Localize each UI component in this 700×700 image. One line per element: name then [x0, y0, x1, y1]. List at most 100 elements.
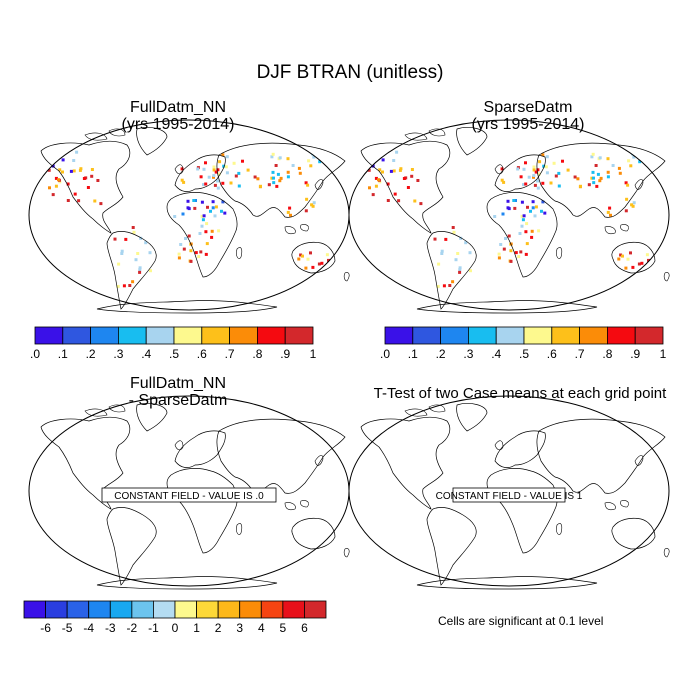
grid-cell	[221, 200, 225, 204]
map-panel-sparsedatm	[348, 119, 670, 314]
grid-cell	[197, 255, 201, 259]
grid-cell	[186, 206, 190, 210]
grid-cell	[286, 157, 290, 161]
colorbar-tick-label: .0	[380, 347, 390, 361]
grid-cell	[131, 280, 135, 284]
colorbar-swatch	[173, 326, 203, 345]
grid-cell	[399, 167, 403, 171]
grid-cell	[47, 168, 51, 172]
grid-cell	[93, 199, 97, 203]
grid-cell	[493, 215, 497, 218]
grid-cell	[297, 166, 301, 170]
grid-cell	[532, 165, 536, 169]
grid-cell	[138, 266, 142, 270]
grid-cell	[631, 265, 635, 269]
grid-cell	[246, 168, 250, 172]
grid-cell	[212, 175, 215, 179]
colorbar-tick-label: .8	[252, 347, 262, 361]
grid-cell	[205, 222, 209, 226]
colorbar-swatch	[440, 326, 469, 345]
grid-cell	[320, 261, 324, 265]
grid-cell	[222, 164, 226, 168]
grid-cell	[606, 210, 610, 214]
grid-cell	[512, 199, 516, 202]
grid-cell	[590, 176, 594, 180]
grid-cell	[437, 262, 441, 266]
grid-cell	[86, 186, 90, 189]
grid-cell	[177, 252, 181, 256]
grid-cell	[134, 258, 138, 262]
grid-cell	[209, 209, 212, 213]
globe-outline	[348, 119, 670, 311]
grid-cell	[436, 284, 440, 288]
grid-cell	[514, 251, 518, 255]
grid-cell	[364, 153, 368, 157]
grid-cell	[216, 186, 220, 190]
grid-cell	[200, 224, 204, 228]
grid-cell	[177, 256, 181, 260]
grid-cell	[202, 167, 206, 171]
grid-cell	[531, 206, 535, 210]
grid-cell	[397, 199, 401, 203]
grid-cell	[61, 170, 64, 174]
grid-cell	[187, 234, 191, 238]
grid-cell	[54, 176, 58, 180]
grid-cell	[590, 155, 594, 159]
grid-cell	[534, 170, 538, 174]
colorbar-tick-label: .9	[280, 347, 290, 361]
map-panel-difference: CONSTANT FIELD - VALUE IS .0	[28, 395, 350, 590]
grid-cell	[304, 181, 308, 185]
grid-cell	[621, 254, 624, 258]
grid-cell	[513, 206, 517, 210]
grid-cell	[524, 252, 528, 256]
grid-cell	[256, 177, 260, 181]
grid-cell	[368, 186, 371, 190]
map-panel-ttest: CONSTANT FIELD - VALUE IS 1	[348, 395, 670, 590]
panel-title-line1: FullDatm_NN	[129, 99, 226, 116]
grid-cell	[312, 201, 316, 205]
grid-cell	[534, 205, 538, 209]
grid-cell	[392, 169, 396, 173]
grid-cell	[72, 169, 76, 173]
grid-cell	[217, 229, 221, 233]
grid-cell	[525, 242, 529, 246]
grid-cell	[138, 270, 142, 274]
grid-cell	[289, 213, 292, 217]
grid-cell	[378, 168, 382, 172]
grid-cell	[186, 199, 190, 203]
grid-cell	[364, 164, 368, 168]
colorbar-tick-label: .1	[58, 347, 68, 361]
colorbar-tick-label: .8	[602, 347, 612, 361]
grid-cell	[221, 153, 225, 157]
grid-cell	[325, 253, 329, 257]
grid-cell	[139, 236, 143, 240]
grid-cell	[458, 270, 462, 274]
grid-cell	[270, 155, 274, 159]
grid-cell	[211, 206, 215, 210]
grid-cell	[630, 203, 634, 207]
grid-cell	[259, 184, 262, 188]
grid-cell	[624, 266, 628, 270]
grid-cell	[531, 200, 535, 204]
globe-outline	[348, 395, 670, 587]
grid-cell	[497, 252, 501, 256]
grid-cell	[90, 168, 94, 171]
grid-cell	[532, 175, 535, 179]
grid-cell	[517, 255, 521, 259]
grid-cell	[270, 176, 274, 180]
grid-cell	[389, 169, 393, 173]
grid-cell	[298, 171, 302, 175]
grid-cell	[310, 203, 314, 207]
grid-cell	[204, 252, 208, 256]
grid-cell	[144, 241, 148, 245]
colorbar-swatch	[90, 326, 119, 345]
grid-cell	[128, 284, 132, 287]
grid-cell	[66, 199, 70, 202]
grid-cell	[557, 171, 561, 175]
colorbar-swatch	[109, 600, 133, 619]
grid-cell	[638, 160, 642, 164]
grid-cell	[291, 164, 295, 167]
colorbar-tick-label: .6	[197, 347, 207, 361]
grid-cell	[519, 250, 523, 254]
grid-cell	[278, 179, 282, 183]
